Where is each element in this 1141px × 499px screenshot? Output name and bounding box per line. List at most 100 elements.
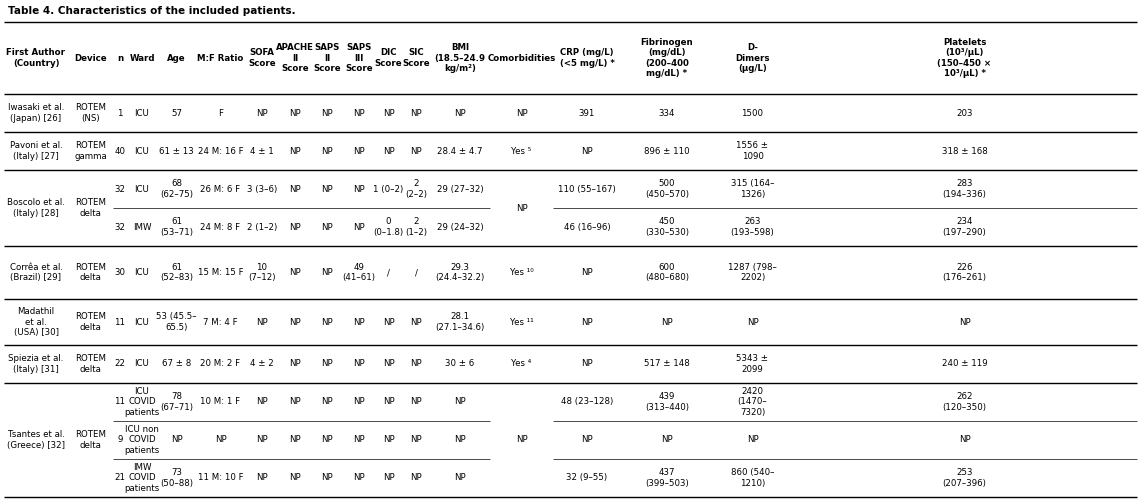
Text: 49
(41–61): 49 (41–61)	[342, 263, 375, 282]
Text: 29 (24–32): 29 (24–32)	[437, 223, 484, 232]
Text: NP: NP	[257, 436, 268, 445]
Text: NP: NP	[661, 317, 673, 327]
Text: 32: 32	[114, 223, 126, 232]
Text: 61 ± 13: 61 ± 13	[159, 147, 194, 156]
Text: NP: NP	[581, 317, 593, 327]
Text: NP: NP	[410, 359, 422, 368]
Text: 28.4 ± 4.7: 28.4 ± 4.7	[437, 147, 483, 156]
Text: Yes ⁴: Yes ⁴	[511, 359, 532, 368]
Text: 2
(2–2): 2 (2–2)	[405, 179, 427, 199]
Text: SAPS
III
Score: SAPS III Score	[346, 43, 373, 73]
Text: NP: NP	[382, 474, 395, 483]
Text: 896 ± 110: 896 ± 110	[645, 147, 690, 156]
Text: ROTEM
delta: ROTEM delta	[75, 312, 106, 332]
Text: 517 ± 148: 517 ± 148	[645, 359, 690, 368]
Text: 78
(67–71): 78 (67–71)	[160, 392, 193, 412]
Text: NP: NP	[958, 436, 970, 445]
Text: NP: NP	[354, 317, 365, 327]
Text: SIC
Score: SIC Score	[402, 48, 430, 68]
Text: 10 M: 1 F: 10 M: 1 F	[201, 397, 241, 407]
Text: NP: NP	[382, 397, 395, 407]
Text: 46 (16–96): 46 (16–96)	[564, 223, 610, 232]
Text: NP: NP	[289, 185, 301, 194]
Text: NP: NP	[354, 147, 365, 156]
Text: 61
(53–71): 61 (53–71)	[160, 218, 193, 237]
Text: 437
(399–503): 437 (399–503)	[645, 468, 689, 488]
Text: 1: 1	[118, 108, 123, 117]
Text: Table 4. Characteristics of the included patients.: Table 4. Characteristics of the included…	[8, 6, 296, 16]
Text: NP: NP	[354, 397, 365, 407]
Text: SOFA
Score: SOFA Score	[249, 48, 276, 68]
Text: 4 ± 2: 4 ± 2	[250, 359, 274, 368]
Text: 0
(0–1.8): 0 (0–1.8)	[373, 218, 404, 237]
Text: NP: NP	[382, 436, 395, 445]
Text: NP: NP	[382, 317, 395, 327]
Text: NP: NP	[746, 317, 759, 327]
Text: ROTEM
gamma: ROTEM gamma	[74, 141, 107, 161]
Text: Fibrinogen
(mg/dL)
(200–400
mg/dL) *: Fibrinogen (mg/dL) (200–400 mg/dL) *	[641, 38, 694, 78]
Text: First Author
(Country): First Author (Country)	[7, 48, 65, 68]
Text: 2
(1–2): 2 (1–2)	[405, 218, 427, 237]
Text: NP: NP	[410, 108, 422, 117]
Text: NP: NP	[289, 474, 301, 483]
Text: NP: NP	[354, 108, 365, 117]
Text: 11: 11	[114, 317, 126, 327]
Text: IMW
COVID
patients: IMW COVID patients	[124, 463, 160, 493]
Text: 4 ± 1: 4 ± 1	[250, 147, 274, 156]
Text: 263
(193–598): 263 (193–598)	[730, 218, 775, 237]
Text: NP: NP	[289, 268, 301, 277]
Text: Pavoni et al.
(Italy) [27]: Pavoni et al. (Italy) [27]	[9, 141, 63, 161]
Text: NP: NP	[321, 147, 333, 156]
Text: 24 M: 8 F: 24 M: 8 F	[201, 223, 241, 232]
Text: APACHE
II
Score: APACHE II Score	[276, 43, 314, 73]
Text: NP: NP	[410, 397, 422, 407]
Text: NP: NP	[289, 147, 301, 156]
Text: NP: NP	[516, 436, 527, 445]
Text: Device: Device	[74, 53, 107, 62]
Text: ROTEM
delta: ROTEM delta	[75, 354, 106, 374]
Text: NP: NP	[321, 397, 333, 407]
Text: 203: 203	[956, 108, 973, 117]
Text: NP: NP	[454, 474, 466, 483]
Text: NP: NP	[257, 474, 268, 483]
Text: Platelets
(10³/μL)
(150–450 ×
10³/μL) *: Platelets (10³/μL) (150–450 × 10³/μL) *	[938, 38, 992, 78]
Text: 1500: 1500	[742, 108, 763, 117]
Text: NP: NP	[321, 474, 333, 483]
Text: NP: NP	[454, 397, 466, 407]
Text: ICU: ICU	[135, 185, 149, 194]
Text: NP: NP	[289, 359, 301, 368]
Text: NP: NP	[215, 436, 226, 445]
Text: 2420
(1470–
7320): 2420 (1470– 7320)	[737, 387, 768, 417]
Text: NP: NP	[321, 436, 333, 445]
Text: NP: NP	[410, 436, 422, 445]
Text: 500
(450–570): 500 (450–570)	[645, 179, 689, 199]
Text: NP: NP	[746, 436, 759, 445]
Text: Iwasaki et al.
(Japan) [26]: Iwasaki et al. (Japan) [26]	[8, 103, 64, 123]
Text: NP: NP	[321, 317, 333, 327]
Text: 10
(7–12): 10 (7–12)	[249, 263, 276, 282]
Text: NP: NP	[410, 317, 422, 327]
Text: 1287 (798–
2202): 1287 (798– 2202)	[728, 263, 777, 282]
Text: NP: NP	[321, 223, 333, 232]
Text: Yes ¹⁰: Yes ¹⁰	[510, 268, 533, 277]
Text: 29.3
(24.4–32.2): 29.3 (24.4–32.2)	[436, 263, 485, 282]
Text: NP: NP	[289, 397, 301, 407]
Text: F: F	[218, 108, 222, 117]
Text: NP: NP	[354, 185, 365, 194]
Text: 28.1
(27.1–34.6): 28.1 (27.1–34.6)	[436, 312, 485, 332]
Text: 40: 40	[114, 147, 126, 156]
Text: DIC
Score: DIC Score	[374, 48, 403, 68]
Text: 2 (1–2): 2 (1–2)	[246, 223, 277, 232]
Text: NP: NP	[289, 436, 301, 445]
Text: 30: 30	[114, 268, 126, 277]
Text: n: n	[116, 53, 123, 62]
Text: 450
(330–530): 450 (330–530)	[645, 218, 689, 237]
Text: NP: NP	[257, 317, 268, 327]
Text: 439
(313–440): 439 (313–440)	[645, 392, 689, 412]
Text: NP: NP	[410, 474, 422, 483]
Text: Tsantes et al.
(Greece) [32]: Tsantes et al. (Greece) [32]	[7, 430, 65, 450]
Text: Boscolo et al.
(Italy) [28]: Boscolo et al. (Italy) [28]	[7, 199, 65, 218]
Text: 32: 32	[114, 185, 126, 194]
Text: ICU: ICU	[135, 268, 149, 277]
Text: ICU
COVID
patients: ICU COVID patients	[124, 387, 160, 417]
